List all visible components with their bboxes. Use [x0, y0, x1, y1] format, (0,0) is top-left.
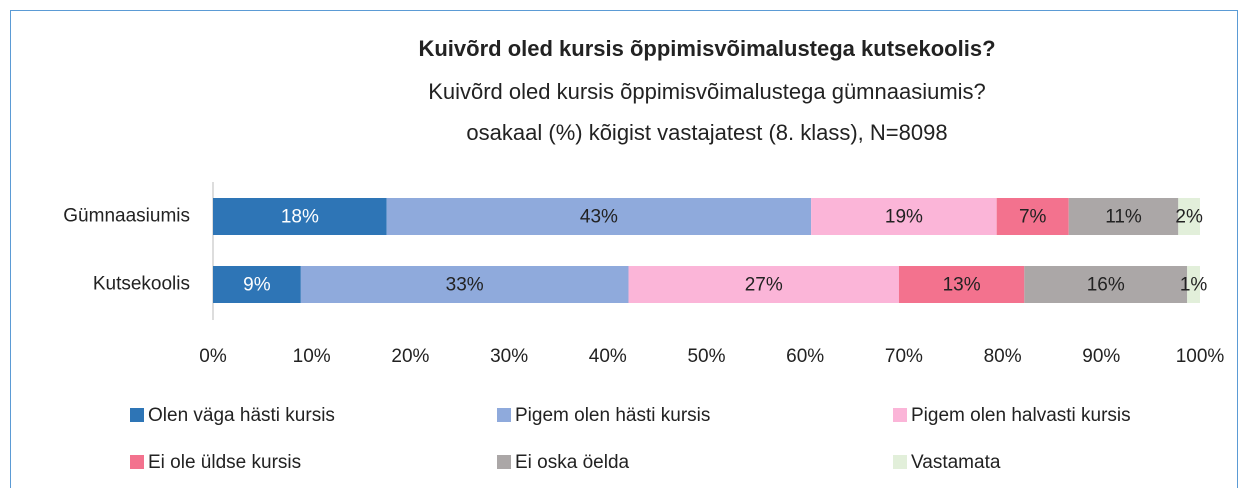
legend-label: Ei oska öelda	[515, 452, 630, 473]
data-label: 16%	[1087, 275, 1125, 296]
bar-segment	[213, 266, 301, 303]
legend-label: Vastamata	[911, 452, 1001, 473]
bar-segment	[386, 198, 812, 235]
legend-label: Pigem olen halvasti kursis	[911, 405, 1131, 426]
x-tick-label: 30%	[490, 346, 528, 367]
x-tick-label: 60%	[786, 346, 824, 367]
bar-segment	[628, 266, 899, 303]
x-tick-label: 70%	[885, 346, 923, 367]
x-tick-label: 20%	[391, 346, 429, 367]
legend-swatch	[130, 408, 144, 422]
data-label: 18%	[281, 207, 319, 228]
x-tick-label: 80%	[984, 346, 1022, 367]
x-tick-label: 50%	[687, 346, 725, 367]
data-label: 1%	[1180, 275, 1208, 296]
data-label: 33%	[446, 275, 484, 296]
legend-label: Pigem olen hästi kursis	[515, 405, 710, 426]
x-tick-label: 40%	[589, 346, 627, 367]
legend-swatch	[497, 408, 511, 422]
bar-segment	[898, 266, 1025, 303]
bar-segment	[811, 198, 997, 235]
data-label: 13%	[943, 275, 981, 296]
legend-swatch	[497, 455, 511, 469]
data-label: 9%	[243, 275, 271, 296]
y-tick-label: Gümnaasiumis	[63, 206, 190, 227]
x-tick-label: 10%	[293, 346, 331, 367]
bar-segment	[213, 198, 387, 235]
data-label: 19%	[885, 207, 923, 228]
chart-subtitle: Kuivõrd oled kursis õppimisvõimalustega …	[428, 79, 986, 104]
bar-segment	[996, 198, 1069, 235]
data-label: 27%	[745, 275, 783, 296]
bar-segment	[1178, 198, 1200, 235]
x-tick-label: 90%	[1082, 346, 1120, 367]
chart-subtitle: osakaal (%) kõigist vastajatest (8. klas…	[466, 120, 947, 145]
x-tick-label: 100%	[1176, 346, 1225, 367]
bar-segment	[1068, 198, 1179, 235]
bar-segment	[1187, 266, 1200, 303]
bar-segment	[1024, 266, 1188, 303]
frame	[10, 10, 1238, 488]
data-label: 11%	[1105, 207, 1142, 228]
legend-swatch	[893, 455, 907, 469]
data-label: 2%	[1175, 207, 1203, 228]
data-label: 43%	[580, 207, 618, 228]
bar-segment	[300, 266, 629, 303]
x-tick-label: 0%	[199, 346, 227, 367]
legend-label: Olen väga hästi kursis	[148, 405, 335, 426]
legend-swatch	[893, 408, 907, 422]
legend-swatch	[130, 455, 144, 469]
data-label: 7%	[1019, 207, 1047, 228]
y-tick-label: Kutsekoolis	[93, 274, 190, 295]
chart-title: Kuivõrd oled kursis õppimisvõimalustega …	[418, 36, 995, 61]
legend-label: Ei ole üldse kursis	[148, 452, 301, 473]
